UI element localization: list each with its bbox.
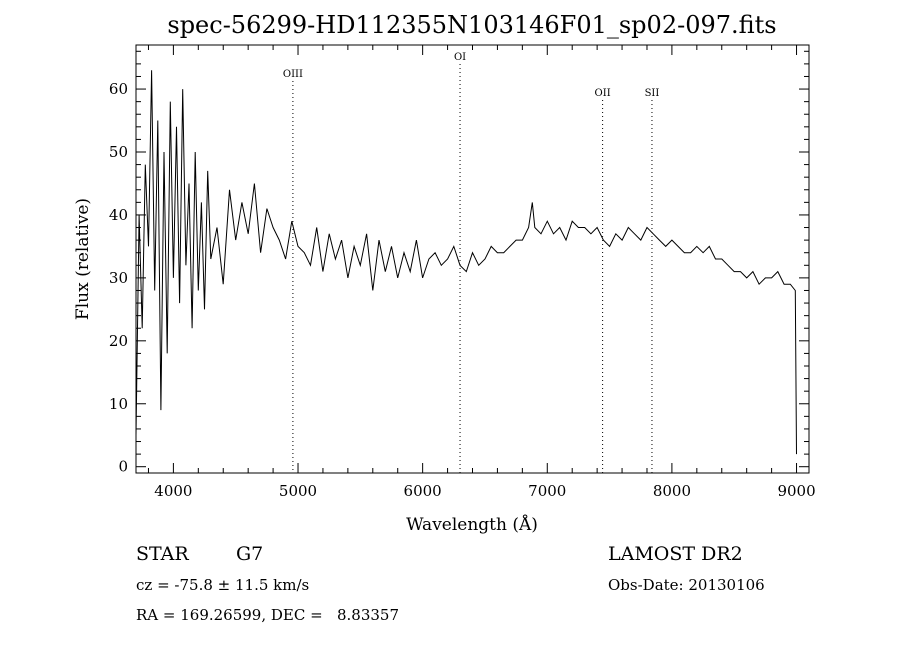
plot-frame — [135, 44, 810, 474]
annotation-label: SII — [645, 88, 660, 99]
x-tick-label: 7000 — [528, 482, 566, 500]
y-tick-label: 0 — [118, 458, 128, 476]
y-tick-label: 20 — [109, 332, 128, 350]
x-axis-label: Wavelength (Å) — [406, 514, 538, 535]
y-tick-label: 50 — [109, 143, 128, 161]
line-annotations: OIII OI OII SII — [283, 52, 660, 473]
x-tick-label: 6000 — [404, 482, 442, 500]
redshift-cz: cz = -75.8 ± 11.5 km/s — [136, 576, 309, 594]
spectrum-line — [136, 70, 797, 455]
annotation-label: OI — [454, 52, 466, 63]
object-type: STAR — [136, 543, 189, 565]
subclass: G7 — [236, 543, 263, 565]
x-tick-label: 4000 — [154, 482, 192, 500]
x-tick-label: 9000 — [777, 482, 815, 500]
x-tick-label: 5000 — [279, 482, 317, 500]
x-tick-label: 8000 — [653, 482, 691, 500]
obs-date: Obs-Date: 20130106 — [608, 576, 765, 594]
survey-name: LAMOST DR2 — [608, 543, 743, 565]
y-axis-label: Flux (relative) — [73, 198, 93, 320]
y-tick-label: 30 — [109, 269, 128, 287]
y-tick-label: 10 — [109, 395, 128, 413]
series-layer — [136, 70, 797, 455]
y-tick-label: 60 — [109, 80, 128, 98]
axis-ticks: 4000 5000 6000 7000 8000 9000 0 10 20 30 40 50 60 — [109, 45, 816, 500]
y-tick-label: 40 — [109, 206, 128, 224]
annotation-label: OIII — [283, 69, 303, 80]
chart-title: spec-56299-HD112355N103146F01_sp02-097.f… — [167, 11, 776, 39]
annotation-label: OII — [595, 88, 611, 99]
ra-dec: RA = 169.26599, DEC = 8.83357 — [136, 606, 399, 624]
